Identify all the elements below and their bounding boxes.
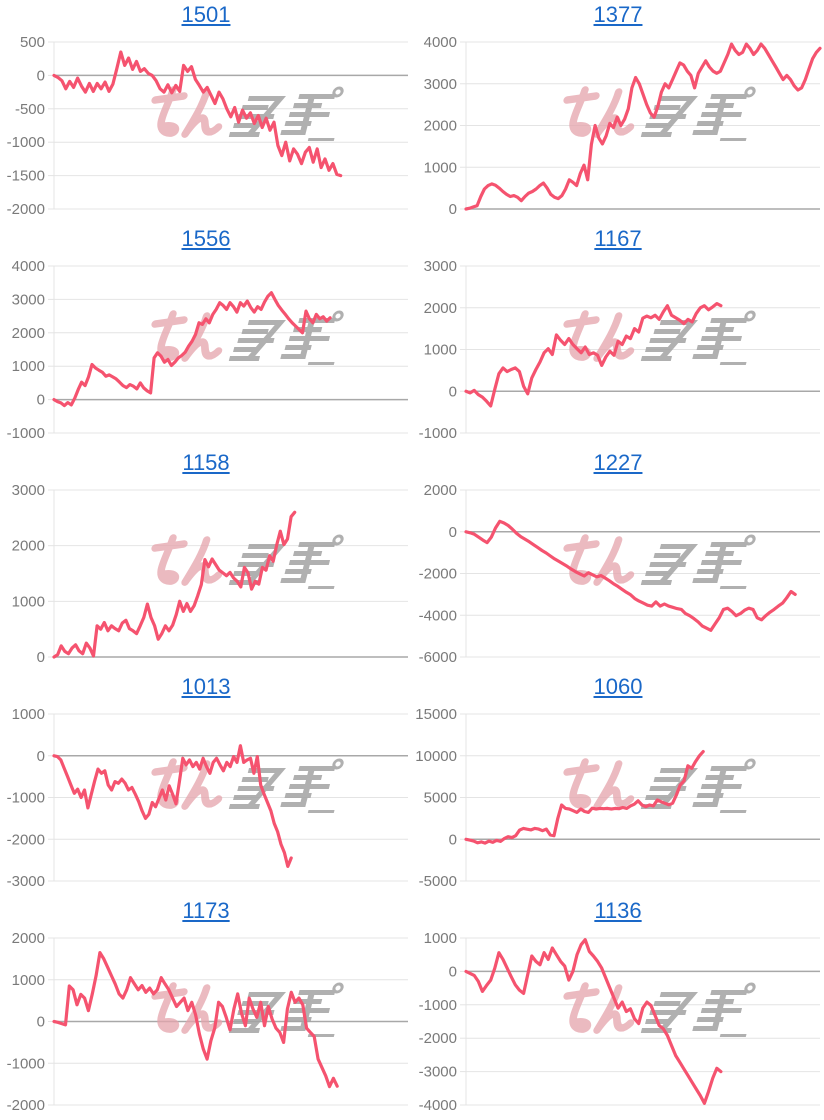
svg-text:-2000: -2000 [7,1097,45,1114]
svg-text:1000: 1000 [12,972,45,989]
machine-number-link[interactable]: 1013 [181,674,231,699]
profit-line-chart: 500 0 -500 -1000 -1500 -2000 [7,34,408,218]
machine-number-link[interactable]: 1167 [594,226,642,251]
svg-text:3000: 3000 [424,258,457,275]
svg-text:-2000: -2000 [419,566,457,583]
chart-cell: 1556 4000 3000 2000 1000 0 -1000 [0,224,412,448]
chart-cell: 1167 3000 2000 1000 0 -1000 [412,224,824,448]
chart-title-row: 1377 [412,2,824,28]
chart-cell: 1377 4000 3000 2000 1000 0 [412,0,824,224]
svg-text:0: 0 [37,392,45,409]
svg-text:0: 0 [449,201,457,218]
profit-line-chart: 4000 3000 2000 1000 0 -1000 [7,258,408,442]
svg-text:1000: 1000 [12,593,45,610]
svg-text:500: 500 [20,34,45,51]
svg-text:-3000: -3000 [7,873,45,890]
svg-text:-5000: -5000 [419,873,457,890]
svg-text:-2000: -2000 [419,1030,457,1047]
svg-text:0: 0 [37,1014,45,1031]
chart-title-row: 1556 [0,226,412,252]
svg-text:2000: 2000 [12,325,45,342]
svg-text:2000: 2000 [12,538,45,555]
profit-line-chart: 3000 2000 1000 0 -1000 [419,258,820,442]
svg-text:10000: 10000 [415,748,457,765]
svg-text:-4000: -4000 [419,1097,457,1114]
svg-text:-1000: -1000 [7,1055,45,1072]
svg-text:-3000: -3000 [419,1064,457,1081]
svg-text:-2000: -2000 [7,831,45,848]
svg-text:5000: 5000 [424,790,457,807]
chart-title-row: 1060 [412,674,824,700]
profit-line-chart: 2000 0 -2000 -4000 -6000 [419,482,820,666]
chart-cell: 1060 15000 10000 5000 0 -5000 [412,672,824,896]
chart-title-row: 1167 [412,226,824,252]
svg-text:3000: 3000 [12,482,45,499]
svg-text:0: 0 [37,67,45,84]
chart-title-row: 1227 [412,450,824,476]
svg-text:0: 0 [449,524,457,541]
machine-number-link[interactable]: 1227 [593,450,643,475]
svg-text:-2000: -2000 [7,201,45,218]
svg-text:0: 0 [449,831,457,848]
machine-number-link[interactable]: 1377 [593,2,643,27]
svg-text:1000: 1000 [424,342,457,359]
chart-cell: 1013 1000 0 -1000 -2000 -3000 [0,672,412,896]
profit-line-chart: 15000 10000 5000 0 -5000 [415,706,820,890]
machine-number-link[interactable]: 1501 [181,2,231,27]
profit-line-chart: 3000 2000 1000 0 [12,482,408,666]
machine-number-link[interactable]: 1173 [182,898,230,923]
machine-number-link[interactable]: 1556 [181,226,231,251]
machine-number-link[interactable]: 1158 [182,450,230,475]
machine-number-link[interactable]: 1136 [594,898,642,923]
profit-line-chart: 2000 1000 0 -1000 -2000 [7,930,408,1114]
svg-text:0: 0 [449,383,457,400]
svg-text:2000: 2000 [424,118,457,135]
svg-text:-500: -500 [15,101,45,118]
chart-title-row: 1136 [412,898,824,924]
svg-text:0: 0 [37,748,45,765]
chart-cell: 1158 3000 2000 1000 0 [0,448,412,672]
chart-cell: 1173 2000 1000 0 -1000 -2000 [0,896,412,1120]
profit-line-chart: 1000 0 -1000 -2000 -3000 -4000 [419,930,820,1114]
svg-text:2000: 2000 [424,482,457,499]
svg-text:-6000: -6000 [419,649,457,666]
chart-cell: 1501 500 0 -500 -1000 -1500 -2000 [0,0,412,224]
svg-text:-1500: -1500 [7,168,45,185]
svg-text:1000: 1000 [12,706,45,723]
chart-title-row: 1013 [0,674,412,700]
chart-cell: 1227 2000 0 -2000 -4000 -6000 [412,448,824,672]
svg-text:1000: 1000 [12,358,45,375]
svg-text:2000: 2000 [424,300,457,317]
svg-text:-1000: -1000 [419,997,457,1014]
chart-title-row: 1501 [0,2,412,28]
svg-text:0: 0 [449,963,457,980]
machine-number-link[interactable]: 1060 [593,674,643,699]
svg-text:4000: 4000 [424,34,457,51]
svg-text:1000: 1000 [424,930,457,947]
svg-text:0: 0 [37,649,45,666]
profit-line-chart: 4000 3000 2000 1000 0 [424,34,822,218]
svg-text:3000: 3000 [12,291,45,308]
svg-text:-1000: -1000 [7,790,45,807]
svg-text:-1000: -1000 [7,425,45,442]
svg-text:-4000: -4000 [419,607,457,624]
svg-text:-1000: -1000 [419,425,457,442]
svg-text:4000: 4000 [12,258,45,275]
svg-text:1000: 1000 [424,159,457,176]
chart-title-row: 1158 [0,450,412,476]
svg-text:-1000: -1000 [7,134,45,151]
svg-text:3000: 3000 [424,76,457,93]
profit-line-chart: 1000 0 -1000 -2000 -3000 [7,706,408,890]
svg-text:2000: 2000 [12,930,45,947]
chart-title-row: 1173 [0,898,412,924]
chart-cell: 1136 1000 0 -1000 -2000 -3000 -4000 [412,896,824,1120]
svg-text:15000: 15000 [415,706,457,723]
